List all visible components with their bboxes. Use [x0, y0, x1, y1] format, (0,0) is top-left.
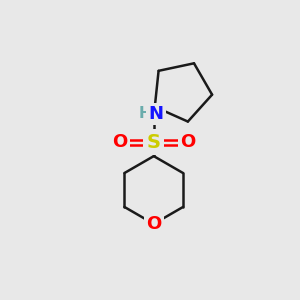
- Text: H: H: [139, 106, 152, 121]
- Text: S: S: [147, 133, 161, 152]
- Text: O: O: [112, 133, 128, 151]
- Text: N: N: [148, 105, 164, 123]
- Text: O: O: [146, 215, 161, 233]
- Text: O: O: [180, 133, 195, 151]
